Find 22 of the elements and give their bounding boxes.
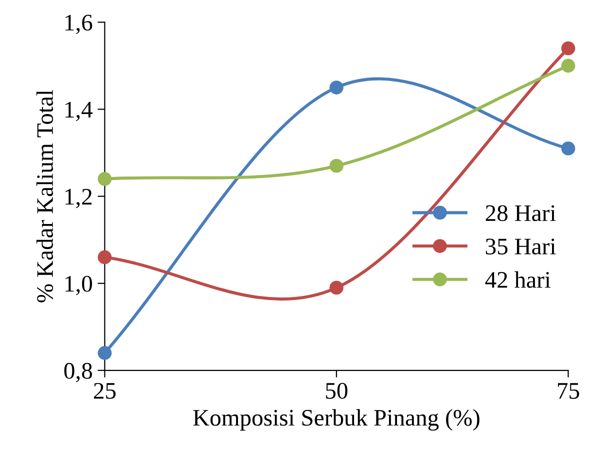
x-tick-label: 25 [94,382,116,399]
x-tick-label: 50 [326,382,348,399]
y-tick-label: 1,4 [65,102,93,122]
point [330,80,344,94]
legend-label: 42 hari [485,271,551,288]
y-axis-title: % Kadar Kalium Total [36,90,54,302]
point [330,280,344,295]
y-tick-label: 1,2 [65,188,92,208]
point [98,250,112,264]
y-tick-label: 1,0 [65,276,92,296]
point [98,172,112,186]
point [561,141,576,156]
x-tick-label: 75 [558,383,580,399]
legend-label: 35 Hari [486,238,556,255]
point [561,58,576,73]
x-axis-title: Komposisi Serbuk Pinang (%) [193,409,480,431]
y-tick-label: 1,6 [65,14,92,34]
point [330,158,344,173]
y-tick-label: 0,8 [64,362,92,382]
point [98,346,112,360]
legend-label: 28 Hari [486,205,556,222]
point [561,41,576,56]
